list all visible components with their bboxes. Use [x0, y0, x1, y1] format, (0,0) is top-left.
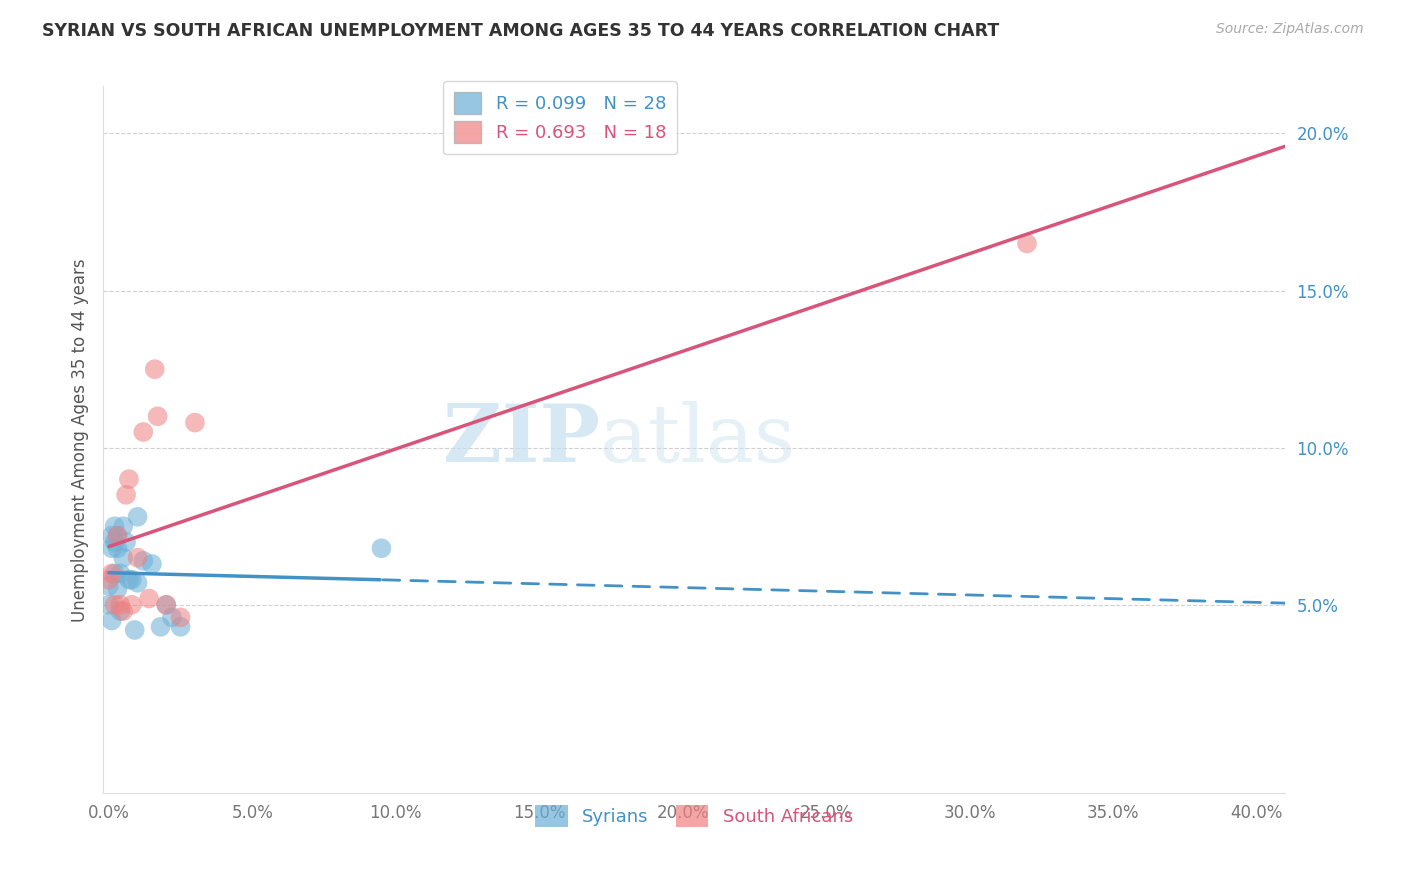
Point — [112, 550, 135, 565]
Point — [143, 362, 166, 376]
Point — [184, 416, 207, 430]
Point — [121, 598, 143, 612]
Point — [112, 604, 135, 618]
Legend: Syrians, South Africans: Syrians, South Africans — [529, 797, 860, 834]
Point — [110, 598, 132, 612]
Point — [118, 472, 141, 486]
Point — [97, 598, 120, 612]
Point — [97, 573, 120, 587]
Point — [124, 623, 146, 637]
Point — [149, 620, 172, 634]
Point — [169, 610, 191, 624]
Point — [132, 554, 155, 568]
Text: ZIP: ZIP — [443, 401, 599, 479]
Point — [121, 573, 143, 587]
Point — [141, 557, 163, 571]
Point — [100, 529, 122, 543]
Point — [100, 541, 122, 556]
Point — [100, 614, 122, 628]
Point — [1015, 236, 1038, 251]
Point — [155, 598, 177, 612]
Point — [104, 535, 127, 549]
Point — [146, 409, 169, 424]
Text: Source: ZipAtlas.com: Source: ZipAtlas.com — [1216, 22, 1364, 37]
Point — [104, 519, 127, 533]
Point — [138, 591, 160, 606]
Point — [110, 604, 132, 618]
Point — [97, 579, 120, 593]
Point — [107, 541, 129, 556]
Point — [370, 541, 392, 556]
Point — [107, 529, 129, 543]
Point — [104, 566, 127, 581]
Point — [118, 573, 141, 587]
Point — [115, 488, 138, 502]
Point — [100, 566, 122, 581]
Point — [115, 535, 138, 549]
Point — [110, 566, 132, 581]
Point — [155, 598, 177, 612]
Point — [107, 529, 129, 543]
Point — [127, 575, 149, 590]
Point — [127, 550, 149, 565]
Point — [104, 598, 127, 612]
Point — [132, 425, 155, 439]
Point — [169, 620, 191, 634]
Point — [160, 610, 183, 624]
Text: SYRIAN VS SOUTH AFRICAN UNEMPLOYMENT AMONG AGES 35 TO 44 YEARS CORRELATION CHART: SYRIAN VS SOUTH AFRICAN UNEMPLOYMENT AMO… — [42, 22, 1000, 40]
Text: atlas: atlas — [599, 401, 794, 479]
Y-axis label: Unemployment Among Ages 35 to 44 years: Unemployment Among Ages 35 to 44 years — [72, 258, 89, 622]
Point — [107, 582, 129, 596]
Point — [127, 509, 149, 524]
Point — [112, 519, 135, 533]
